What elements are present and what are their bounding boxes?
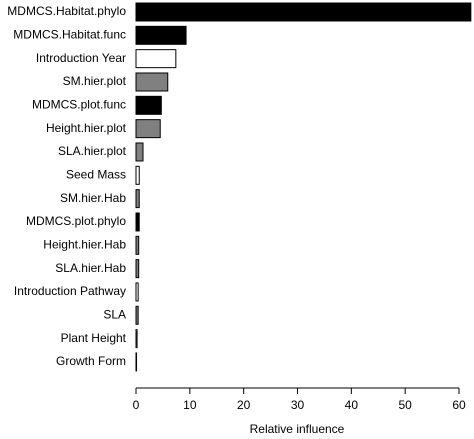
y-tick-label: SM.hier.Hab [60,191,126,205]
x-tick-label: 60 [452,398,466,412]
bar [135,119,161,139]
y-tick-label: Plant Height [61,331,127,345]
bar [135,235,140,255]
bar [135,95,162,115]
bar [135,142,144,162]
bar [135,352,138,372]
y-tick-label: SLA.hier.plot [58,144,127,158]
bar [135,2,472,22]
bar [135,189,140,209]
y-tick-label: SM.hier.plot [63,74,127,88]
y-tick-label: MDMCS.plot.phylo [26,214,126,228]
y-tick-label: Height.hier.Hab [43,237,126,251]
y-tick-label: Seed Mass [66,167,126,181]
bar [135,282,139,302]
bar [135,49,177,69]
bar [135,329,138,349]
x-tick-label: 20 [237,398,251,412]
y-tick-label: SLA.hier.Hab [55,261,126,275]
bar [135,259,140,279]
y-tick-label: SLA [103,307,126,321]
bar [135,212,140,232]
bar [135,165,140,185]
x-tick-label: 0 [133,398,140,412]
y-tick-label: MDMCS.Habitat.func [13,28,126,42]
bar [135,72,169,92]
y-tick-label: Height.hier.plot [46,121,127,135]
x-tick-label: 40 [345,398,359,412]
bar [135,25,187,45]
y-tick-label: Introduction Pathway [14,284,126,298]
x-tick-label: 10 [183,398,197,412]
x-tick-label: 30 [291,398,305,412]
y-tick-label: Growth Form [56,354,126,368]
y-tick-label: MDMCS.plot.func [32,97,126,111]
x-tick-label: 50 [398,398,412,412]
y-tick-label: Introduction Year [36,51,126,65]
bar [135,305,139,325]
x-axis-title: Relative influence [250,422,345,436]
y-tick-label: MDMCS.Habitat.phylo [7,4,126,18]
